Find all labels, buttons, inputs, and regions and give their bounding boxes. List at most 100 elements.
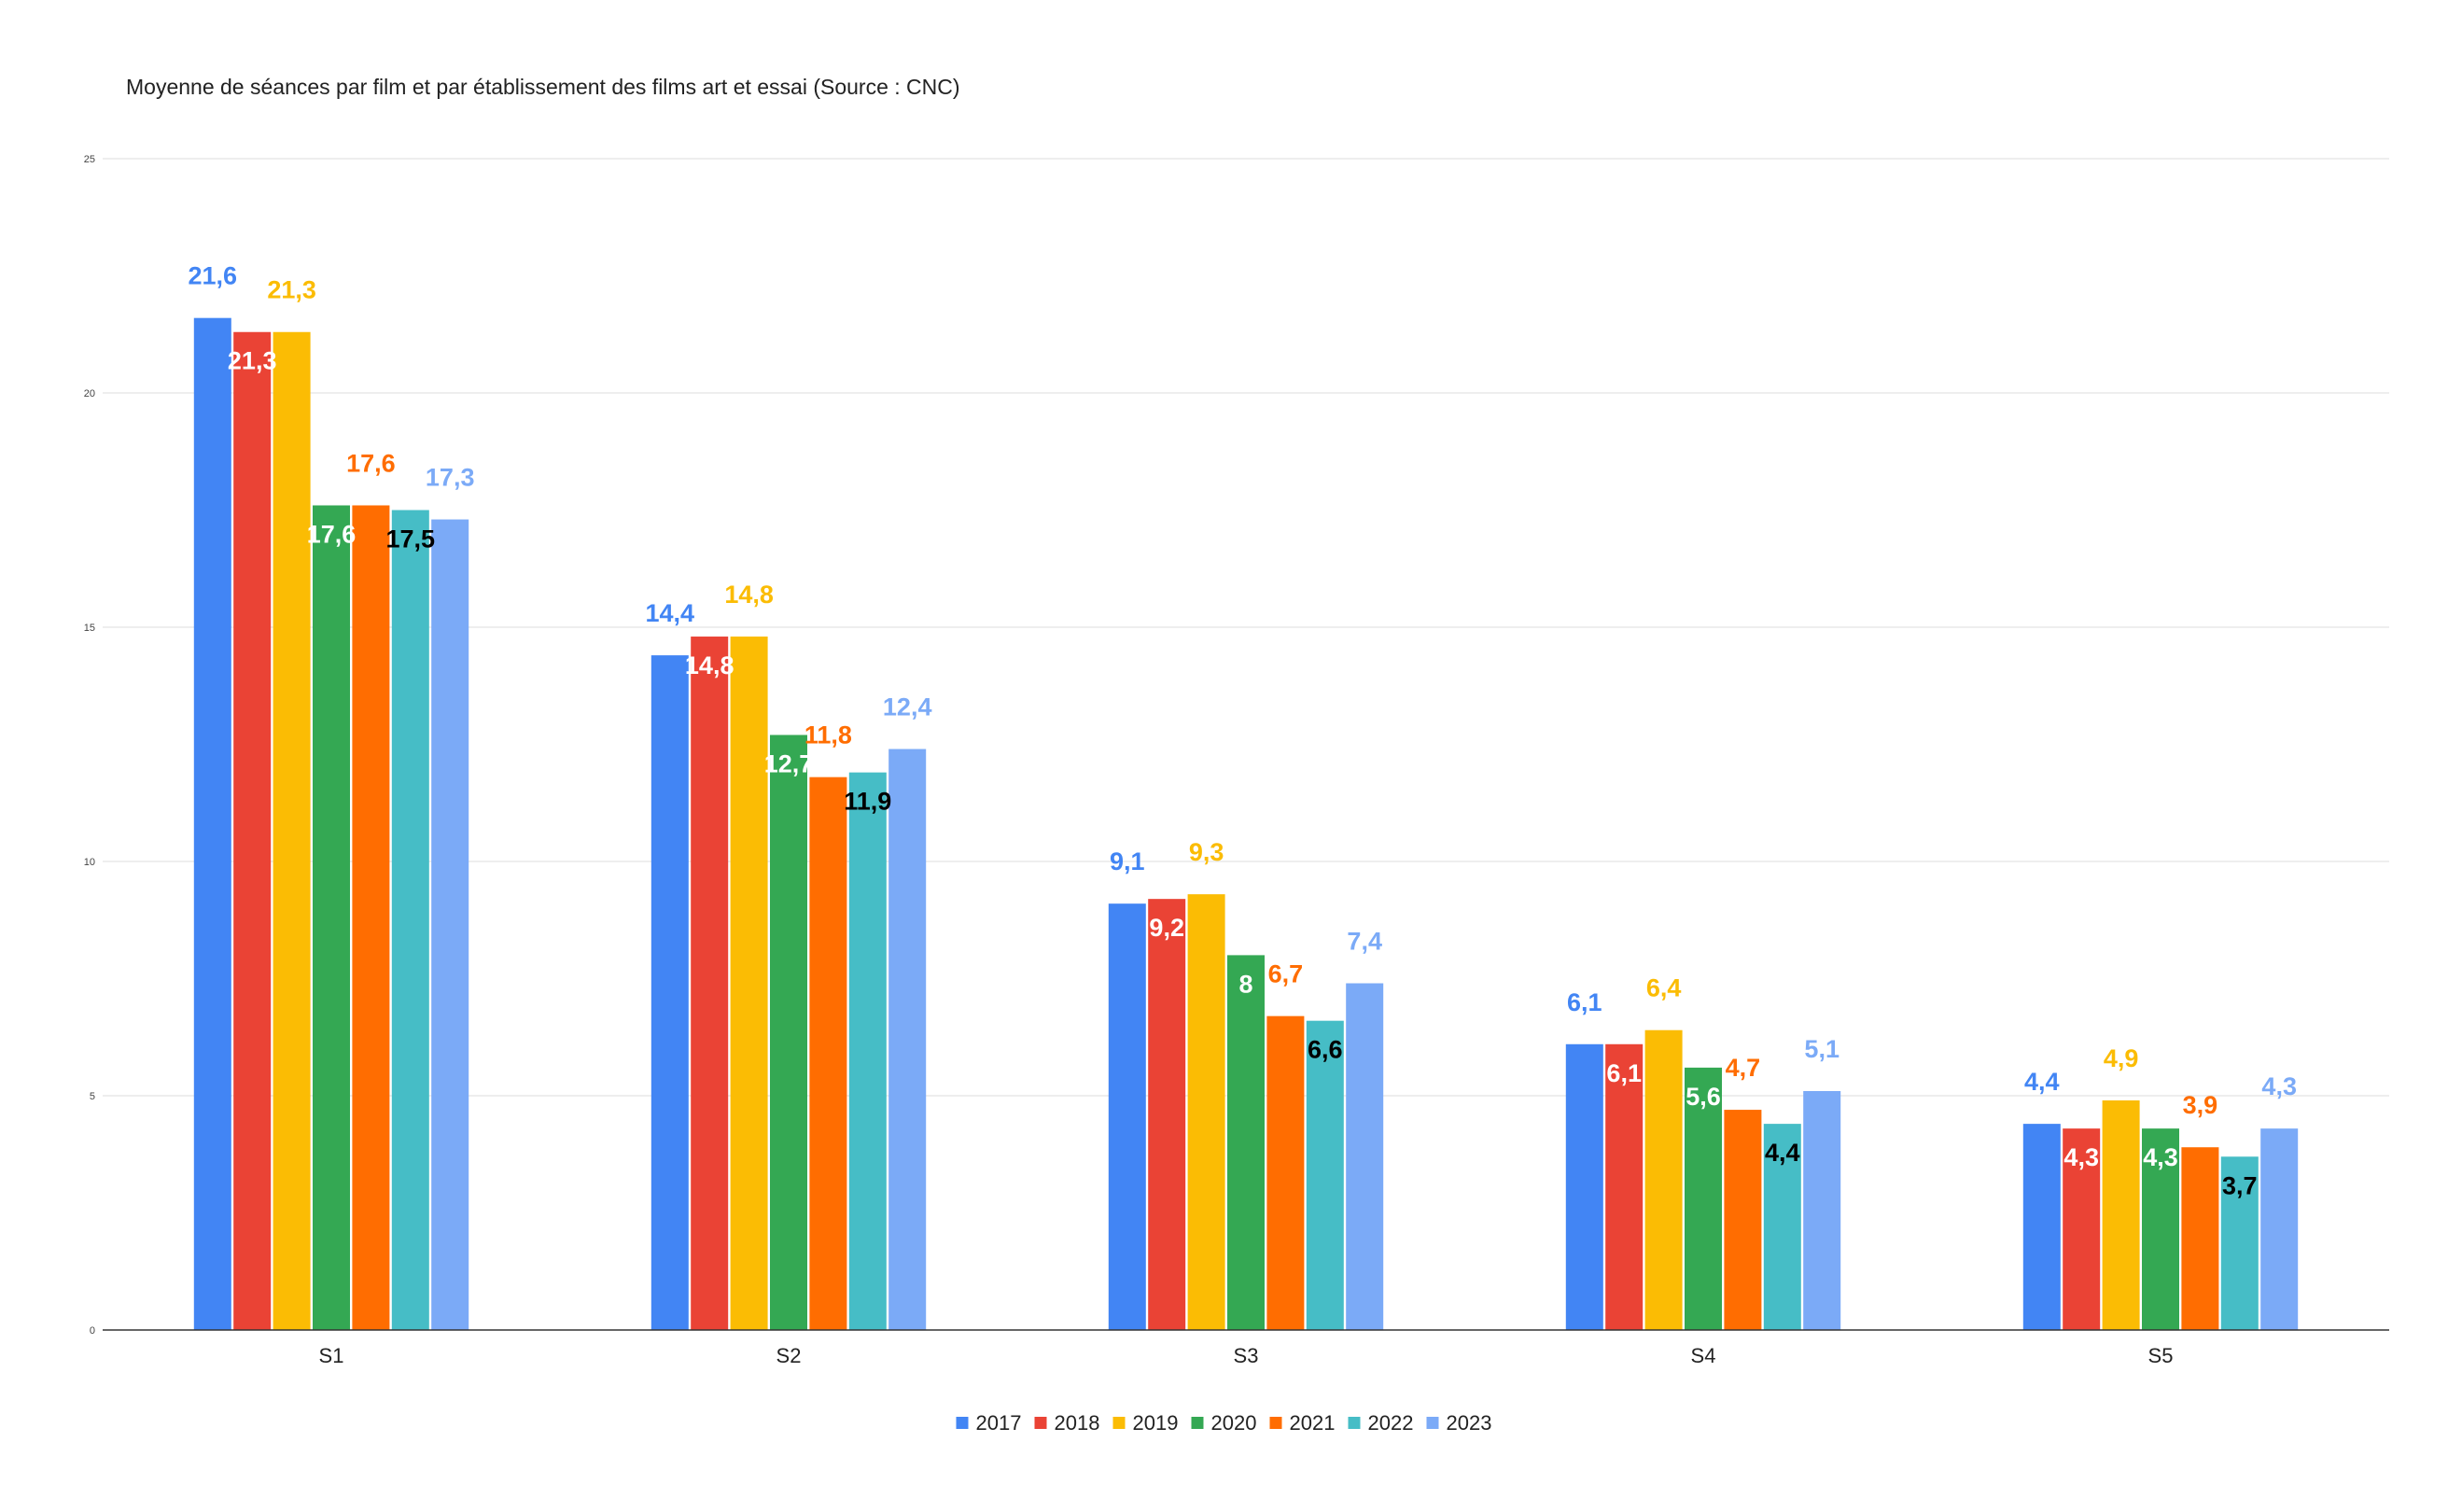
x-tick-label: S5 — [2148, 1344, 2174, 1367]
bar-S4-2022 — [1763, 1124, 1801, 1330]
bar-S3-2019 — [1187, 894, 1225, 1330]
data-label: 4,3 — [2143, 1143, 2178, 1171]
bar-S1-2018 — [233, 331, 272, 1330]
data-label: 9,2 — [1149, 914, 1184, 942]
bar-S2-2022 — [848, 772, 887, 1330]
legend-swatch — [956, 1417, 969, 1429]
data-label: 17,3 — [426, 464, 475, 492]
legend-item-2023[interactable]: 2023 — [1447, 1411, 1492, 1435]
data-label: 21,6 — [189, 262, 238, 290]
bars — [193, 317, 2299, 1331]
bar-S3-2018 — [1148, 899, 1186, 1330]
bar-S5-2022 — [2220, 1156, 2259, 1330]
bar-S5-2023 — [2260, 1128, 2299, 1330]
bar-S4-2017 — [1565, 1043, 1603, 1330]
axes: 0 5 10 15 20 25 S1 S2 S3 S4 S5 — [84, 154, 2389, 1367]
bar-S5-2020 — [2142, 1128, 2179, 1330]
legend-item-2019[interactable]: 2019 — [1133, 1411, 1179, 1435]
bar-S2-2019 — [730, 637, 768, 1330]
y-tick-label: 5 — [90, 1091, 95, 1102]
legend-item-2018[interactable]: 2018 — [1055, 1411, 1100, 1435]
data-label: 3,9 — [2183, 1091, 2218, 1119]
data-label: 12,4 — [883, 693, 932, 721]
bar-S2-2017 — [650, 655, 689, 1330]
data-label: 7,4 — [1347, 928, 1382, 956]
data-label: 3,7 — [2222, 1171, 2258, 1199]
data-label: 21,3 — [228, 347, 277, 375]
x-tick-label: S1 — [319, 1344, 344, 1367]
data-label: 6,4 — [1646, 974, 1682, 1002]
data-label: 8 — [1238, 970, 1252, 998]
data-label: 14,4 — [646, 599, 695, 627]
legend-swatch — [1112, 1417, 1126, 1429]
data-label: 17,6 — [346, 449, 396, 477]
y-tick-label: 10 — [84, 857, 95, 868]
y-tick-label: 15 — [84, 623, 95, 634]
legend-item-2021[interactable]: 2021 — [1290, 1411, 1336, 1435]
data-label: 5,6 — [1686, 1083, 1721, 1111]
y-tick-label: 25 — [84, 154, 95, 165]
legend-swatch — [1348, 1417, 1361, 1429]
data-label: 4,4 — [1765, 1139, 1800, 1167]
legend-swatch — [1269, 1417, 1282, 1429]
data-label: 5,1 — [1804, 1035, 1839, 1063]
x-tick-label: S2 — [776, 1344, 802, 1367]
y-tick-label: 0 — [90, 1325, 95, 1337]
data-label: 4,4 — [2024, 1068, 2060, 1096]
legend-item-2022[interactable]: 2022 — [1368, 1411, 1414, 1435]
bar-S4-2019 — [1644, 1029, 1683, 1330]
bar-S1-2017 — [193, 317, 231, 1331]
gridlines — [103, 158, 2389, 1097]
data-label: 6,6 — [1308, 1036, 1343, 1064]
data-label: 4,7 — [1726, 1054, 1761, 1082]
bar-S1-2019 — [273, 331, 311, 1330]
bar-S1-2020 — [313, 505, 350, 1330]
chart-title: Moyenne de séances par film et par établ… — [126, 75, 960, 99]
data-label: 17,6 — [307, 520, 357, 548]
bar-S3-2022 — [1306, 1020, 1344, 1330]
data-label: 4,9 — [2104, 1044, 2139, 1072]
bar-S3-2021 — [1266, 1015, 1305, 1330]
bar-S5-2019 — [2102, 1100, 2140, 1330]
bar-S5-2021 — [2181, 1147, 2219, 1330]
legend-swatch — [1191, 1417, 1204, 1429]
bar-S4-2018 — [1605, 1043, 1644, 1330]
bar-S2-2018 — [691, 637, 729, 1330]
bar-S2-2023 — [888, 749, 927, 1330]
bar-S3-2023 — [1346, 983, 1384, 1330]
bar-S4-2020 — [1685, 1067, 1722, 1330]
legend-swatch — [1426, 1417, 1439, 1429]
data-label: 6,7 — [1268, 960, 1304, 988]
data-label: 9,3 — [1189, 838, 1224, 866]
legend-swatch — [1034, 1417, 1047, 1429]
bar-S4-2023 — [1803, 1090, 1841, 1330]
legend-item-2020[interactable]: 2020 — [1211, 1411, 1257, 1435]
bar-S1-2023 — [431, 519, 469, 1330]
data-label: 14,8 — [724, 581, 774, 609]
data-labels: 21,6 21,3 21,3 17,6 17,6 17,5 17,3 14,4 14,8 14,8… — [189, 262, 2297, 1200]
bar-S3-2020 — [1227, 955, 1265, 1330]
bar-S2-2021 — [809, 777, 847, 1330]
data-label: 9,1 — [1110, 847, 1145, 875]
legend-item-2017[interactable]: 2017 — [976, 1411, 1022, 1435]
data-label: 11,8 — [804, 721, 852, 749]
data-label: 11,9 — [844, 788, 891, 816]
bar-S5-2017 — [2022, 1124, 2061, 1330]
data-label: 21,3 — [267, 276, 316, 304]
data-label: 4,3 — [2063, 1143, 2099, 1171]
data-label: 12,7 — [764, 749, 814, 777]
bar-S4-2021 — [1724, 1110, 1762, 1330]
bar-S1-2022 — [391, 510, 429, 1330]
data-label: 17,5 — [386, 525, 436, 553]
data-label: 14,8 — [685, 651, 734, 679]
bar-S3-2017 — [1108, 903, 1146, 1330]
data-label: 6,1 — [1567, 988, 1602, 1016]
x-tick-label: S3 — [1234, 1344, 1259, 1367]
legend: 2017 2018 2019 2020 2021 2022 2023 — [956, 1411, 1492, 1435]
bar-S5-2018 — [2063, 1128, 2101, 1330]
y-tick-label: 20 — [84, 388, 95, 399]
x-tick-label: S4 — [1691, 1344, 1716, 1367]
data-label: 6,1 — [1606, 1059, 1642, 1087]
bar-S1-2021 — [352, 505, 390, 1330]
